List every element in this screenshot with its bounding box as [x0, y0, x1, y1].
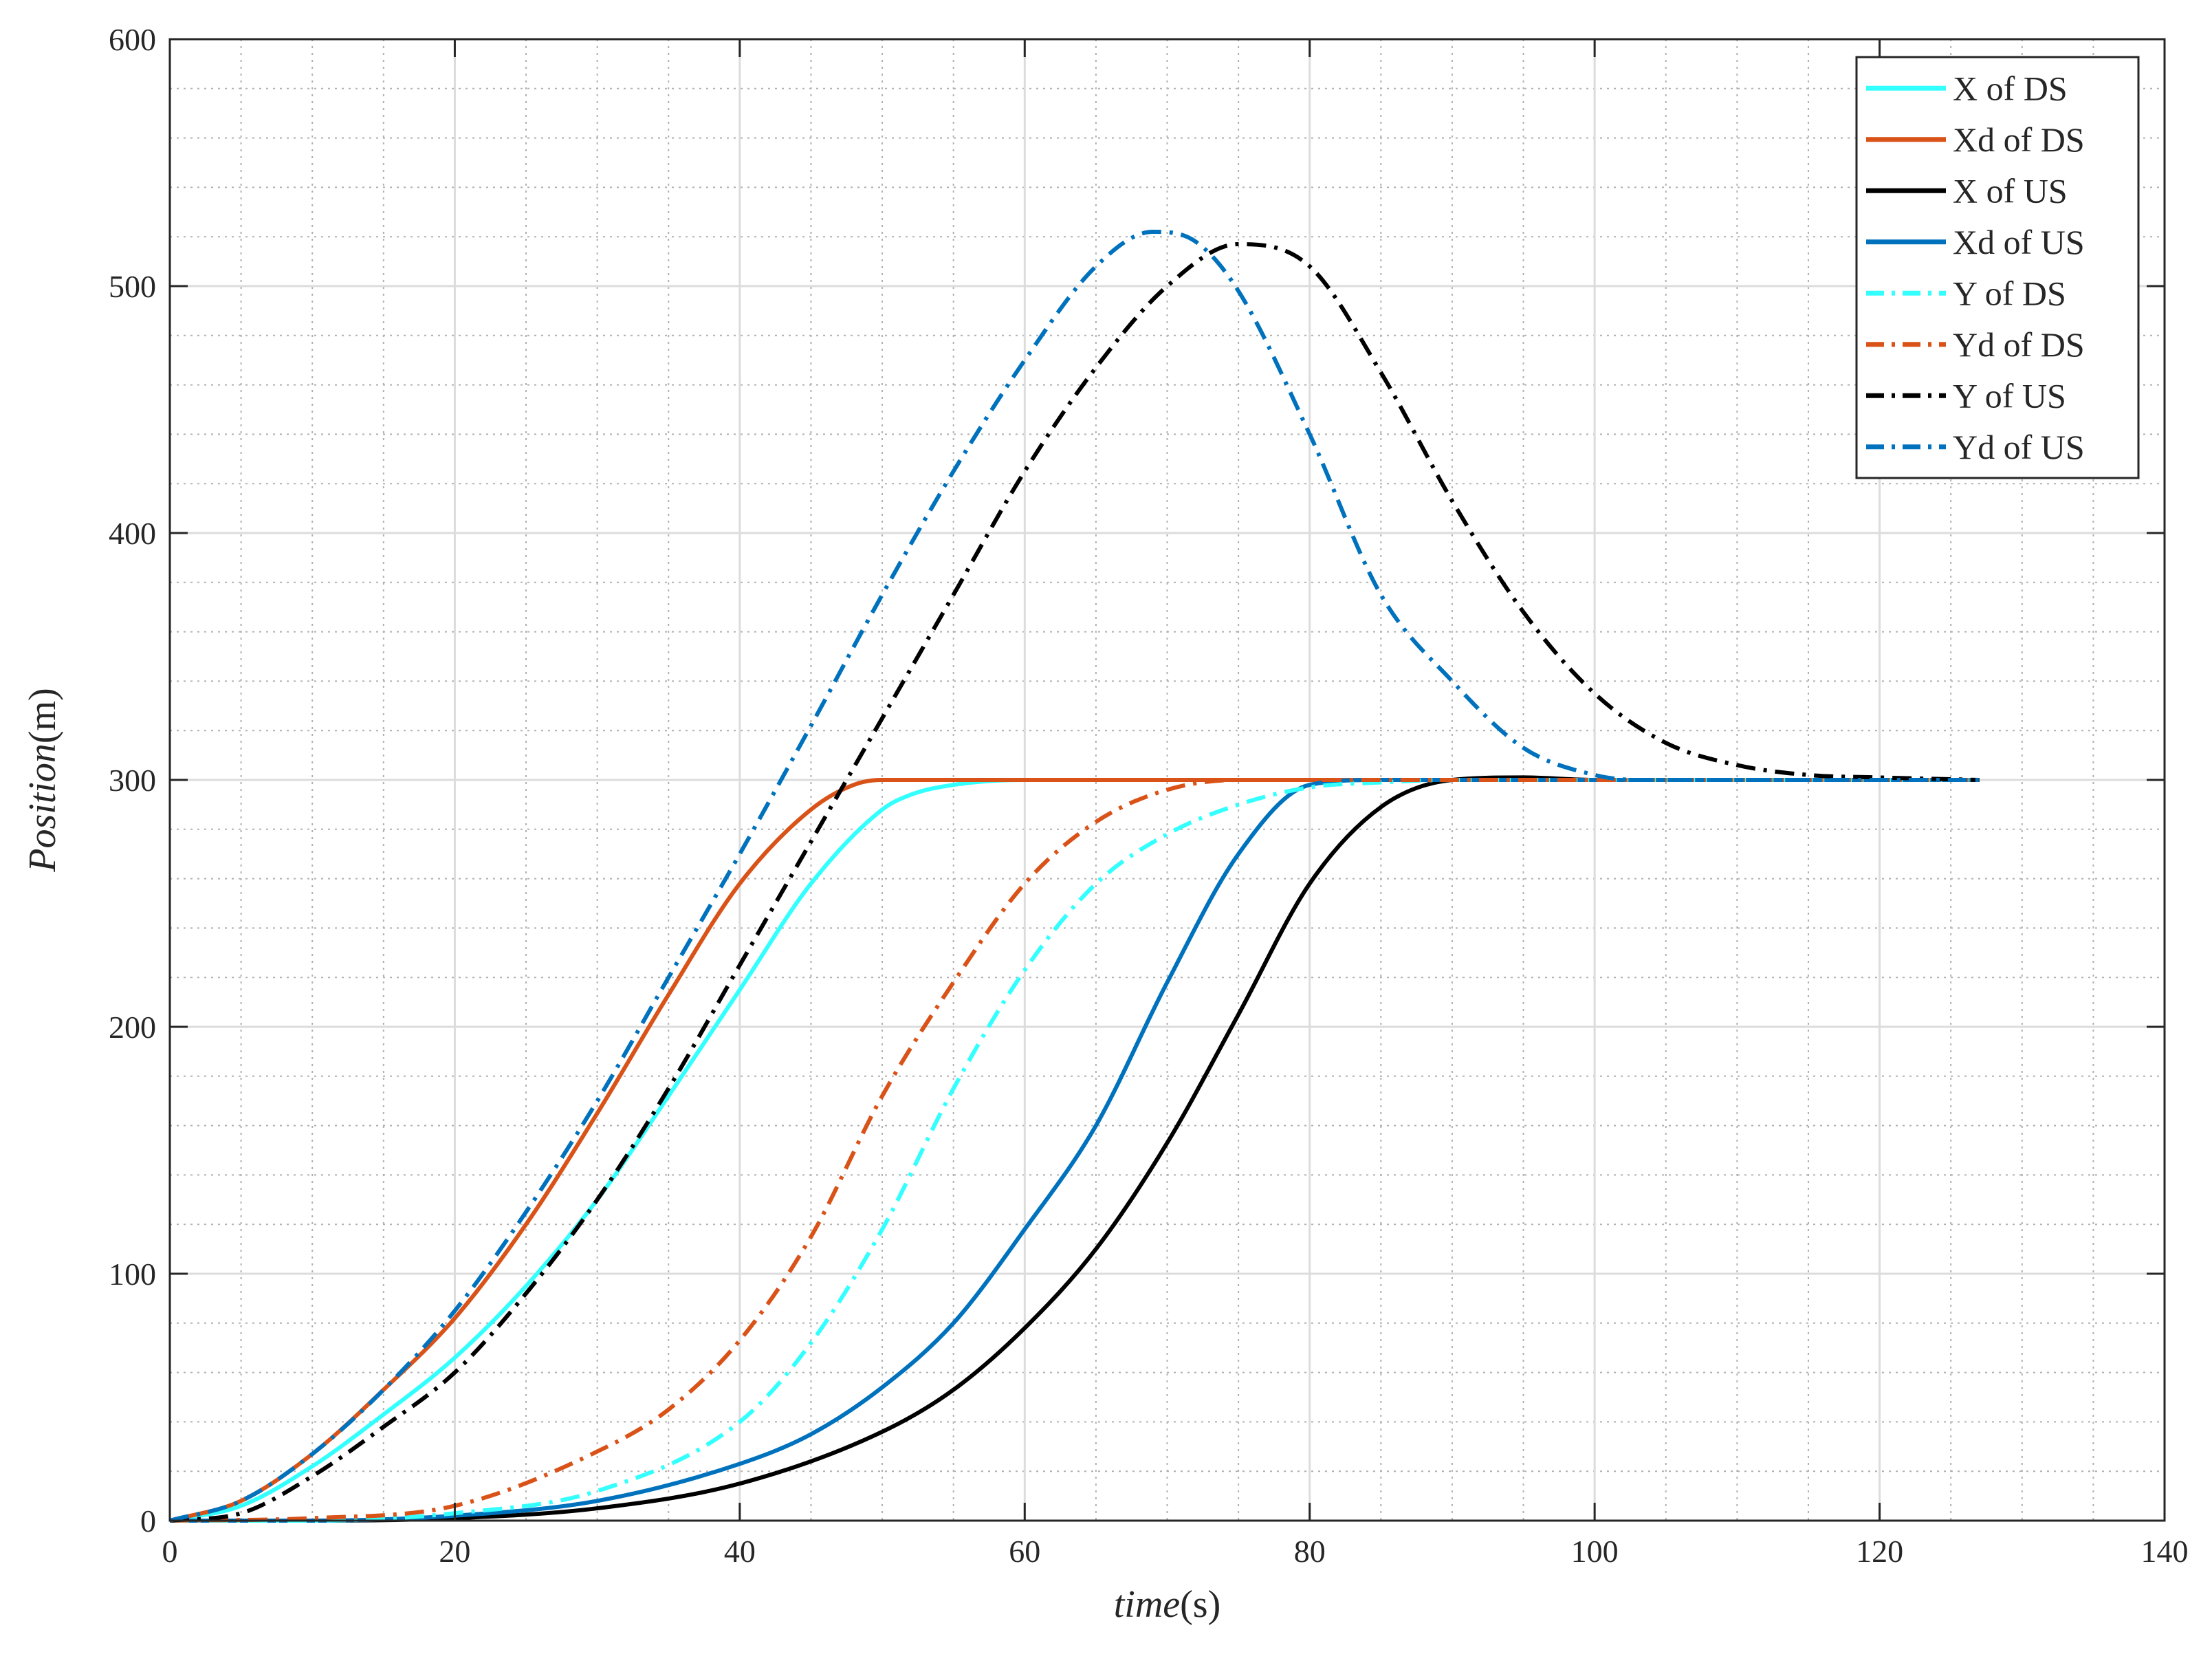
y-tick-label: 500: [109, 269, 156, 304]
y-axis-label-var: Position: [21, 743, 64, 873]
x-axis-label-unit: (s): [1180, 1583, 1220, 1626]
x-tick-label: 20: [439, 1534, 470, 1569]
minor-grid: [170, 39, 2165, 1521]
legend-entry-label: X of US: [1953, 171, 2068, 210]
y-axis-label: Position(m): [21, 688, 64, 873]
legend-entry-label: Xd of DS: [1953, 120, 2085, 159]
y-tick-label: 0: [140, 1503, 156, 1539]
x-tick-label: 0: [162, 1534, 178, 1569]
legend-entry-label: Yd of DS: [1953, 325, 2085, 364]
x-tick-label: 100: [1571, 1534, 1619, 1569]
x-tick-labels: 0 20 40 60 80 100 120 140: [162, 1534, 2189, 1569]
legend: X of DS Xd of DS X of US Xd of US Y of DS Yd …: [1855, 56, 2140, 479]
legend-entry-label: Xd of US: [1953, 223, 2085, 261]
series-line-5: [169, 777, 1980, 1523]
x-tick-label: 80: [1294, 1534, 1326, 1569]
y-tick-labels: 0 100 200 300 400 500 600: [109, 22, 156, 1539]
series-lines: [169, 230, 1980, 1523]
x-axis-label-var: time: [1114, 1583, 1180, 1626]
legend-box: [1855, 56, 2140, 479]
series-line-7: [169, 230, 1980, 1523]
x-axis-label: time(s): [1114, 1583, 1221, 1626]
series-line-6: [169, 241, 1980, 1523]
y-tick-label: 400: [109, 516, 156, 551]
legend-entry-label: Y of DS: [1953, 274, 2066, 312]
legend-entry-label: Yd of US: [1953, 428, 2085, 466]
legend-entry-label: Y of US: [1953, 376, 2066, 415]
y-tick-label: 300: [109, 763, 156, 798]
x-tick-label: 40: [724, 1534, 756, 1569]
x-tick-label: 60: [1009, 1534, 1040, 1569]
y-tick-label: 100: [109, 1257, 156, 1292]
x-tick-label: 120: [1856, 1534, 1903, 1569]
x-tick-label: 140: [2141, 1534, 2189, 1569]
y-tick-label: 200: [109, 1010, 156, 1045]
tick-marks: [168, 38, 2166, 1522]
y-axis-label-unit: (m): [21, 688, 64, 743]
series-line-2: [170, 775, 1980, 1523]
y-tick-label: 600: [109, 22, 156, 57]
legend-entry-label: X of DS: [1953, 69, 2068, 107]
